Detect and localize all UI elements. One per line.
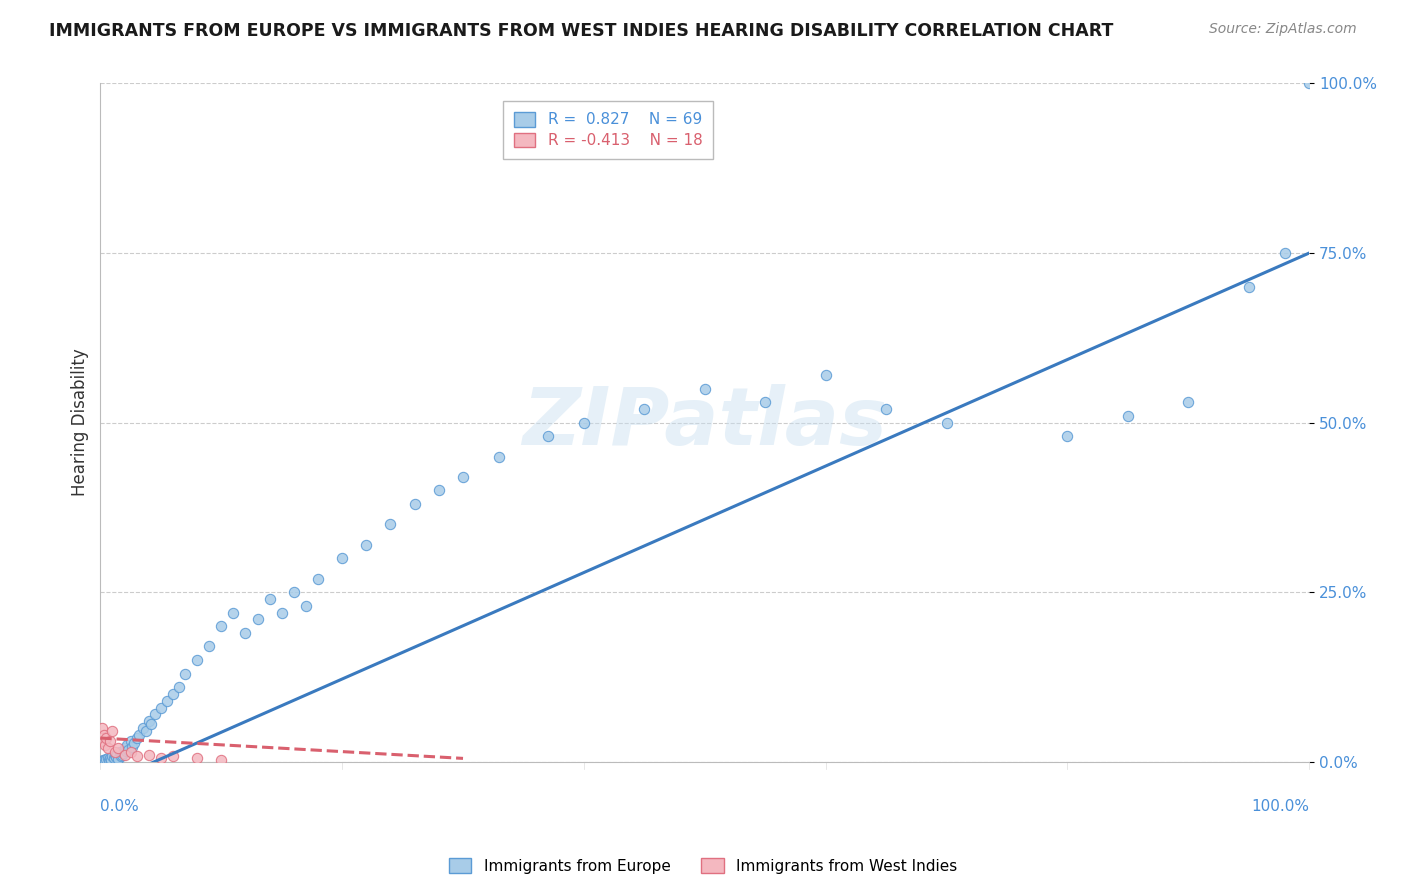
Point	[149, 751, 172, 765]
Point	[91, 734, 114, 748]
Point	[235, 626, 257, 640]
Point	[96, 752, 118, 766]
Point	[125, 731, 148, 745]
Point	[108, 745, 131, 759]
Point	[104, 745, 127, 759]
Point	[162, 749, 184, 764]
Point	[1298, 77, 1320, 91]
Point	[875, 402, 897, 417]
Point	[246, 612, 269, 626]
Point	[91, 753, 114, 767]
Point	[209, 753, 232, 767]
Point	[295, 599, 318, 613]
Point	[270, 606, 292, 620]
Point	[114, 741, 136, 756]
Point	[135, 724, 157, 739]
Point	[156, 694, 179, 708]
Text: Source: ZipAtlas.com: Source: ZipAtlas.com	[1209, 22, 1357, 37]
Point	[97, 751, 120, 765]
Point	[283, 585, 305, 599]
Point	[114, 747, 136, 762]
Point	[488, 450, 510, 464]
Point	[814, 368, 837, 383]
Point	[110, 749, 132, 764]
Point	[122, 736, 145, 750]
Point	[120, 734, 142, 748]
Point	[138, 747, 160, 762]
Point	[96, 731, 118, 745]
Point	[1237, 280, 1260, 294]
Text: 0.0%: 0.0%	[100, 799, 139, 814]
Point	[104, 747, 127, 762]
Point	[103, 751, 125, 765]
Point	[693, 382, 716, 396]
Point	[174, 666, 197, 681]
Point	[1116, 409, 1139, 423]
Text: ZIPatlas: ZIPatlas	[522, 384, 887, 462]
Point	[754, 395, 776, 409]
Point	[105, 750, 128, 764]
Point	[633, 402, 655, 417]
Point	[105, 747, 128, 761]
Point	[404, 497, 426, 511]
Point	[330, 551, 353, 566]
Point	[125, 749, 148, 764]
Point	[198, 640, 221, 654]
Point	[259, 592, 281, 607]
Point	[143, 707, 166, 722]
Point	[149, 700, 172, 714]
Point	[356, 538, 378, 552]
Text: IMMIGRANTS FROM EUROPE VS IMMIGRANTS FROM WEST INDIES HEARING DISABILITY CORRELA: IMMIGRANTS FROM EUROPE VS IMMIGRANTS FRO…	[49, 22, 1114, 40]
Point	[451, 470, 474, 484]
Point	[209, 619, 232, 633]
Point	[97, 753, 120, 767]
Point	[427, 483, 450, 498]
Point	[112, 746, 135, 760]
Point	[101, 749, 124, 764]
Point	[162, 687, 184, 701]
Point	[114, 744, 136, 758]
Point	[117, 742, 139, 756]
Point	[90, 721, 112, 735]
Legend: Immigrants from Europe, Immigrants from West Indies: Immigrants from Europe, Immigrants from …	[443, 852, 963, 880]
Point	[93, 753, 115, 767]
Point	[536, 429, 558, 443]
Point	[572, 416, 595, 430]
Point	[98, 750, 121, 764]
Point	[139, 717, 162, 731]
Point	[100, 753, 122, 767]
Point	[120, 745, 142, 759]
Point	[93, 728, 115, 742]
Point	[98, 734, 121, 748]
Point	[1177, 395, 1199, 409]
Point	[107, 741, 129, 756]
Point	[222, 606, 245, 620]
Point	[97, 741, 120, 756]
Y-axis label: Hearing Disability: Hearing Disability	[72, 349, 89, 497]
Point	[138, 714, 160, 728]
Point	[935, 416, 957, 430]
Point	[186, 751, 208, 765]
Point	[128, 728, 150, 742]
Legend: R =  0.827    N = 69, R = -0.413    N = 18: R = 0.827 N = 69, R = -0.413 N = 18	[503, 102, 713, 159]
Point	[107, 752, 129, 766]
Point	[131, 721, 153, 735]
Point	[115, 738, 138, 752]
Point	[101, 724, 124, 739]
Point	[186, 653, 208, 667]
Point	[111, 747, 134, 762]
Point	[94, 754, 117, 768]
Point	[94, 738, 117, 752]
Text: 100.0%: 100.0%	[1251, 799, 1309, 814]
Point	[1056, 429, 1078, 443]
Point	[380, 517, 402, 532]
Point	[1274, 246, 1296, 260]
Point	[121, 739, 143, 754]
Point	[167, 680, 190, 694]
Point	[307, 572, 329, 586]
